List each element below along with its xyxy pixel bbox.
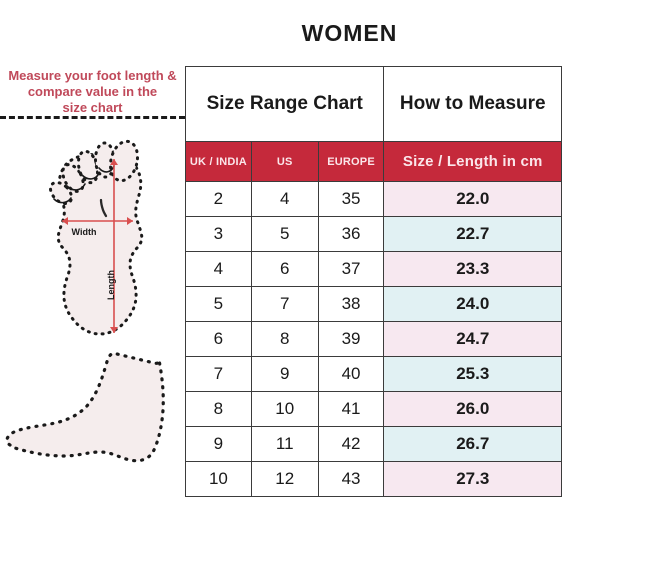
svg-text:Length: Length [106,270,116,300]
svg-text:Width: Width [72,227,97,237]
